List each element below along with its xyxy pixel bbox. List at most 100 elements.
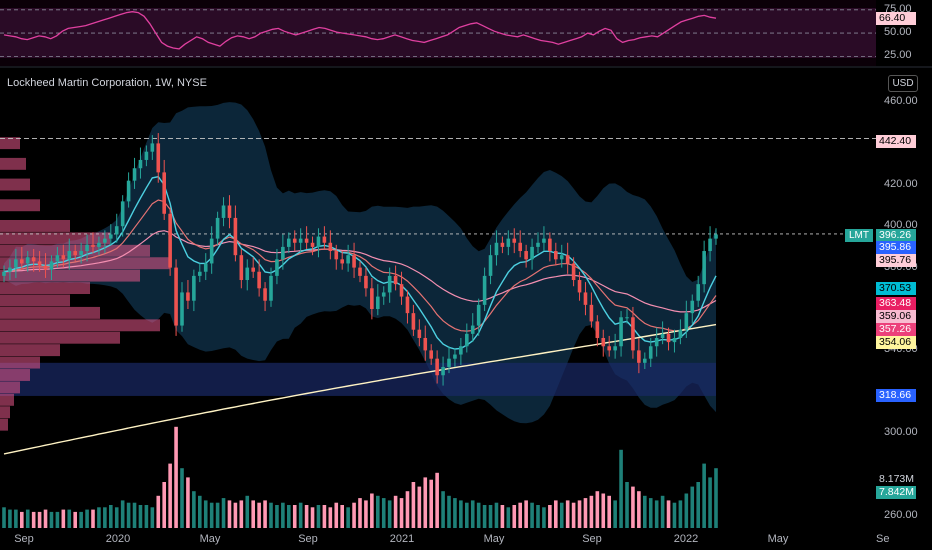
volume-bar-95 — [565, 500, 570, 528]
candle-body-91 — [542, 238, 546, 243]
candle-body-71 — [423, 337, 428, 351]
volume-bar-57 — [340, 505, 344, 528]
volume-bar-2 — [14, 509, 18, 528]
candle-body-81 — [482, 275, 487, 305]
candle-body-45 — [269, 275, 273, 301]
volume-profile-bar-8 — [0, 269, 140, 282]
price-tick-label: 260.00 — [884, 509, 918, 521]
volume-bar-7 — [43, 509, 48, 528]
currency-button[interactable]: USD — [888, 75, 918, 92]
candle-body-95 — [565, 255, 570, 264]
candle-body-23 — [138, 159, 143, 169]
volume-bar-70 — [417, 486, 422, 528]
candle-body-98 — [583, 292, 588, 305]
candle-body-14 — [85, 244, 89, 252]
volume-bar-68 — [405, 491, 410, 528]
volume-bar-60 — [358, 498, 362, 528]
volume-bar-13 — [79, 511, 83, 528]
volume-bar-24 — [144, 505, 149, 528]
candle-body-117 — [696, 284, 700, 301]
volume-bar-44 — [263, 500, 267, 528]
ema-50-line — [3, 230, 717, 313]
candle-body-86 — [512, 238, 517, 243]
volume-bar-36 — [215, 502, 220, 528]
volume-bar-56 — [334, 502, 339, 528]
candle-body-38 — [227, 205, 232, 218]
price-tag-359.06: 359.06 — [876, 310, 916, 323]
volume-bar-105 — [625, 482, 629, 528]
volume-bar-80 — [476, 502, 481, 528]
time-tick-label: Sep — [14, 533, 34, 545]
candle-body-58 — [346, 255, 350, 264]
volume-profile-bar-16 — [0, 369, 30, 381]
time-tick-label: May — [483, 533, 505, 545]
volume-bar-74 — [441, 491, 445, 528]
volume-bar-1 — [8, 509, 12, 528]
volume-bar-117 — [696, 482, 700, 528]
price-tag-354.06: 354.06 — [876, 336, 916, 349]
candle-body-83 — [494, 242, 499, 256]
candle-body-112 — [666, 333, 671, 343]
candle-body-110 — [654, 337, 659, 347]
volume-bar-104 — [619, 449, 623, 528]
volume-bar-98 — [583, 498, 588, 528]
candle-body-43 — [257, 271, 261, 289]
candle-body-39 — [233, 217, 238, 256]
volume-profile-bar-17 — [0, 381, 20, 394]
volume-profile-bar-7 — [0, 257, 170, 270]
volume-bar-6 — [37, 511, 42, 528]
volume-bar-14 — [85, 509, 89, 528]
time-tick-label: Se — [876, 533, 890, 545]
volume-bar-77 — [459, 500, 463, 528]
candle-body-60 — [358, 267, 362, 276]
volume-bar-46 — [275, 505, 279, 528]
volume-bar-96 — [571, 502, 576, 528]
volume-bar-45 — [269, 502, 273, 528]
candle-body-26 — [156, 143, 161, 173]
volume-profile-bar-5 — [0, 232, 110, 245]
rsi-line — [3, 11, 717, 50]
volume-bar-21 — [126, 502, 131, 528]
volume-bar-49 — [292, 505, 297, 528]
candle-body-92 — [548, 238, 552, 252]
candle-body-62 — [370, 288, 374, 309]
price-tag-363.48: 363.48 — [876, 297, 916, 310]
volume-bar-88 — [524, 500, 528, 528]
volume-bar-28 — [168, 463, 172, 528]
volume-bar-118 — [702, 463, 706, 528]
volume-bar-85 — [506, 507, 511, 528]
rsi-current-tag: 66.40 — [876, 11, 916, 25]
volume-bar-39 — [233, 502, 238, 528]
candle-body-116 — [690, 300, 695, 314]
volume-bar-100 — [595, 491, 600, 528]
volume-bar-91 — [542, 507, 546, 528]
volume-bar-73 — [435, 472, 439, 528]
candle-body-75 — [447, 358, 451, 367]
volume-bar-34 — [203, 500, 208, 528]
volume-bar-113 — [672, 502, 677, 528]
volume-bar-27 — [162, 482, 166, 528]
volume-bar-94 — [559, 502, 564, 528]
candle-body-76 — [453, 354, 457, 359]
price-tick-label: 460.00 — [884, 95, 918, 107]
candle-body-21 — [126, 180, 131, 202]
ema-20-line — [3, 199, 717, 332]
candle-body-54 — [322, 236, 327, 243]
candle-body-1 — [8, 267, 12, 272]
volume-bar-108 — [643, 495, 647, 528]
candle-body-100 — [595, 321, 600, 338]
candle-body-13 — [79, 251, 83, 256]
price-tag-396.26: 396.26 — [876, 229, 916, 242]
candle-body-118 — [702, 251, 706, 285]
volume-bar-93 — [554, 500, 558, 528]
volume-bar-17 — [103, 507, 107, 528]
candle-body-12 — [73, 251, 77, 256]
candle-body-7 — [43, 265, 48, 270]
candle-body-9 — [55, 255, 60, 262]
candle-body-114 — [678, 329, 683, 338]
volume-bar-10 — [61, 509, 66, 528]
candle-body-49 — [292, 238, 297, 243]
volume-bar-97 — [577, 500, 582, 528]
volume-bar-11 — [67, 509, 72, 528]
